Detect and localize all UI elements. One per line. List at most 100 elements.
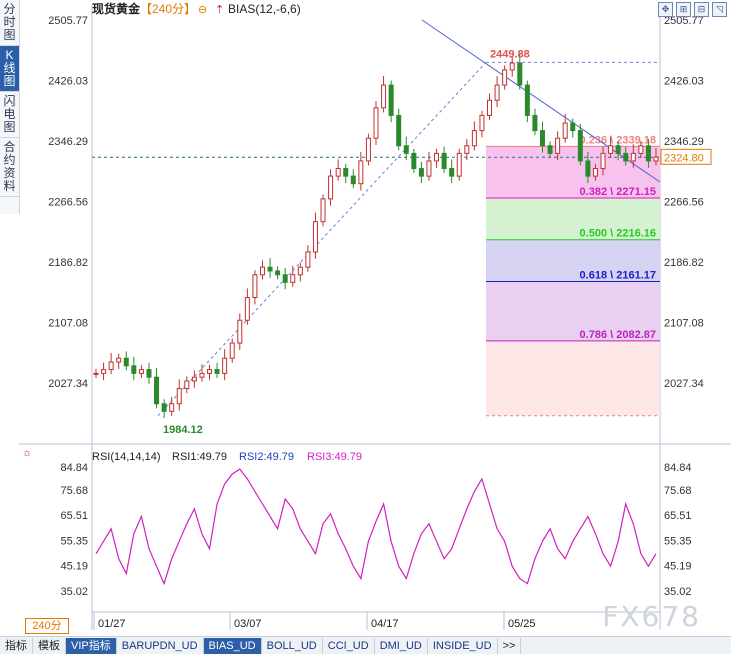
candle-body (146, 369, 152, 378)
candle-body (403, 145, 409, 154)
period-selector[interactable]: 240分 (25, 618, 69, 634)
tab-contract-info[interactable]: 合约资料 (0, 138, 19, 197)
x-axis-label-1: 03/07 (234, 618, 262, 630)
tab-indicators[interactable]: 指标 (0, 637, 33, 654)
candle-body (600, 152, 606, 170)
candle-body (138, 369, 144, 374)
candle-body (244, 297, 250, 321)
rsi-title: RSI(14,14,14) (92, 451, 160, 463)
candle-body (123, 357, 129, 367)
candle-body (434, 152, 440, 162)
trend-line-down (421, 19, 661, 183)
price-tick-left-4: 2186.82 (48, 257, 88, 269)
x-axis-label-0: 01/27 (98, 618, 126, 630)
current-price-box (660, 148, 712, 165)
rsi-tick-right-3: 55.35 (664, 535, 692, 547)
tab-templates[interactable]: 模板 (33, 637, 66, 654)
low-price-label: 1984.12 (163, 424, 203, 436)
tab-boll[interactable]: BOLL_UD (262, 637, 323, 654)
candle-body (479, 114, 485, 132)
tab-cci[interactable]: CCI_UD (323, 637, 375, 654)
tab-bias[interactable]: BIAS_UD (203, 637, 262, 654)
tab-barupdn[interactable]: BARUPDN_UD (117, 637, 204, 654)
candle-body (456, 152, 462, 177)
candle-body (373, 107, 379, 139)
candle-body (555, 137, 561, 154)
rsi-tick-left-1: 75.68 (60, 485, 88, 497)
candle-body (350, 175, 356, 185)
candle-body (562, 122, 568, 139)
rsi-tick-left-3: 55.35 (60, 535, 88, 547)
rsi2-value: RSI2:49.79 (239, 451, 294, 463)
candle-body (222, 357, 228, 374)
tab-vip-indicators[interactable]: VIP指标 (66, 637, 117, 654)
candle-body (449, 168, 455, 177)
header-symbol: 现货黄金 (92, 1, 141, 16)
fib-label-0: 0.236 \ 2339.18 (580, 134, 656, 146)
candle-body (290, 274, 296, 283)
indicator-tab-bar: 指标 模板 VIP指标 BARUPDN_UD BIAS_UD BOLL_UD C… (0, 636, 731, 654)
candle-body (570, 122, 576, 132)
candle-body (199, 372, 205, 378)
tab-dmi[interactable]: DMI_UD (375, 637, 428, 654)
collapse-icon[interactable]: ◹ (712, 2, 727, 17)
candle-body (426, 160, 432, 177)
candle-body (418, 168, 424, 177)
rsi-tick-right-4: 45.19 (664, 561, 692, 573)
candle-body (577, 130, 583, 162)
rsi-tick-right-0: 84.84 (664, 462, 692, 474)
zoom-in-icon[interactable]: ⊞ (676, 2, 691, 17)
fib-label-3: 0.618 \ 2161.17 (580, 269, 656, 281)
candle-body (312, 221, 318, 253)
current-price-label: 2324.80 (664, 152, 704, 164)
candle-body (154, 376, 160, 405)
candle-body (169, 403, 175, 412)
candle-body (282, 274, 288, 283)
fib-zone-618-786 (486, 281, 660, 341)
price-tick-right-5: 2107.08 (664, 317, 704, 329)
price-tick-left-2: 2346.29 (48, 136, 88, 148)
candle-body (267, 266, 273, 272)
high-price-label: 2449.88 (490, 48, 530, 60)
candle-body (464, 145, 470, 154)
tab-flash[interactable]: 闪电图 (0, 92, 19, 138)
rsi-tick-left-4: 45.19 (60, 561, 88, 573)
candle-body (229, 342, 235, 359)
move-icon[interactable]: ✥ (658, 2, 673, 17)
tab-inside[interactable]: INSIDE_UD (428, 637, 498, 654)
candle-body (365, 137, 371, 162)
settings-icon: ⊖ (198, 4, 207, 16)
rsi-tick-right-5: 35.02 (664, 586, 692, 598)
tab-more[interactable]: >> (498, 637, 522, 654)
candle-body (608, 145, 614, 154)
tab-timeshare[interactable]: 分时图 (0, 0, 19, 46)
price-tick-right-1: 2426.03 (664, 76, 704, 88)
price-tick-left-3: 2266.56 (48, 196, 88, 208)
candle-body (252, 274, 258, 299)
header-indicator: BIAS(12,-6,6) (228, 2, 301, 16)
header-period: 【240分】 (140, 2, 196, 16)
x-axis-label-2: 04/17 (371, 618, 399, 630)
rsi-tick-right-1: 75.68 (664, 485, 692, 497)
tab-kline[interactable]: K线图 (0, 46, 19, 92)
candle-body (645, 145, 651, 162)
candle-body (653, 156, 659, 162)
candle-body (517, 62, 523, 86)
price-tick-left-0: 2505.77 (48, 15, 88, 27)
candle-body (176, 388, 182, 405)
candle-body (108, 361, 114, 371)
fib-zone-500-618 (486, 239, 660, 282)
price-tick-right-2: 2346.29 (664, 136, 704, 148)
fib-label-2: 0.500 \ 2216.16 (580, 228, 656, 240)
candle-body (487, 99, 493, 116)
candle-body (131, 365, 137, 374)
alert-icon: ⇡ (215, 4, 224, 16)
zoom-out-icon[interactable]: ⊟ (694, 2, 709, 17)
candle-body (320, 198, 326, 223)
candle-body (630, 152, 636, 162)
candle-body (585, 160, 591, 177)
rsi-tick-right-2: 65.51 (664, 510, 692, 522)
candle-body (532, 114, 538, 132)
candle-body (237, 319, 243, 344)
